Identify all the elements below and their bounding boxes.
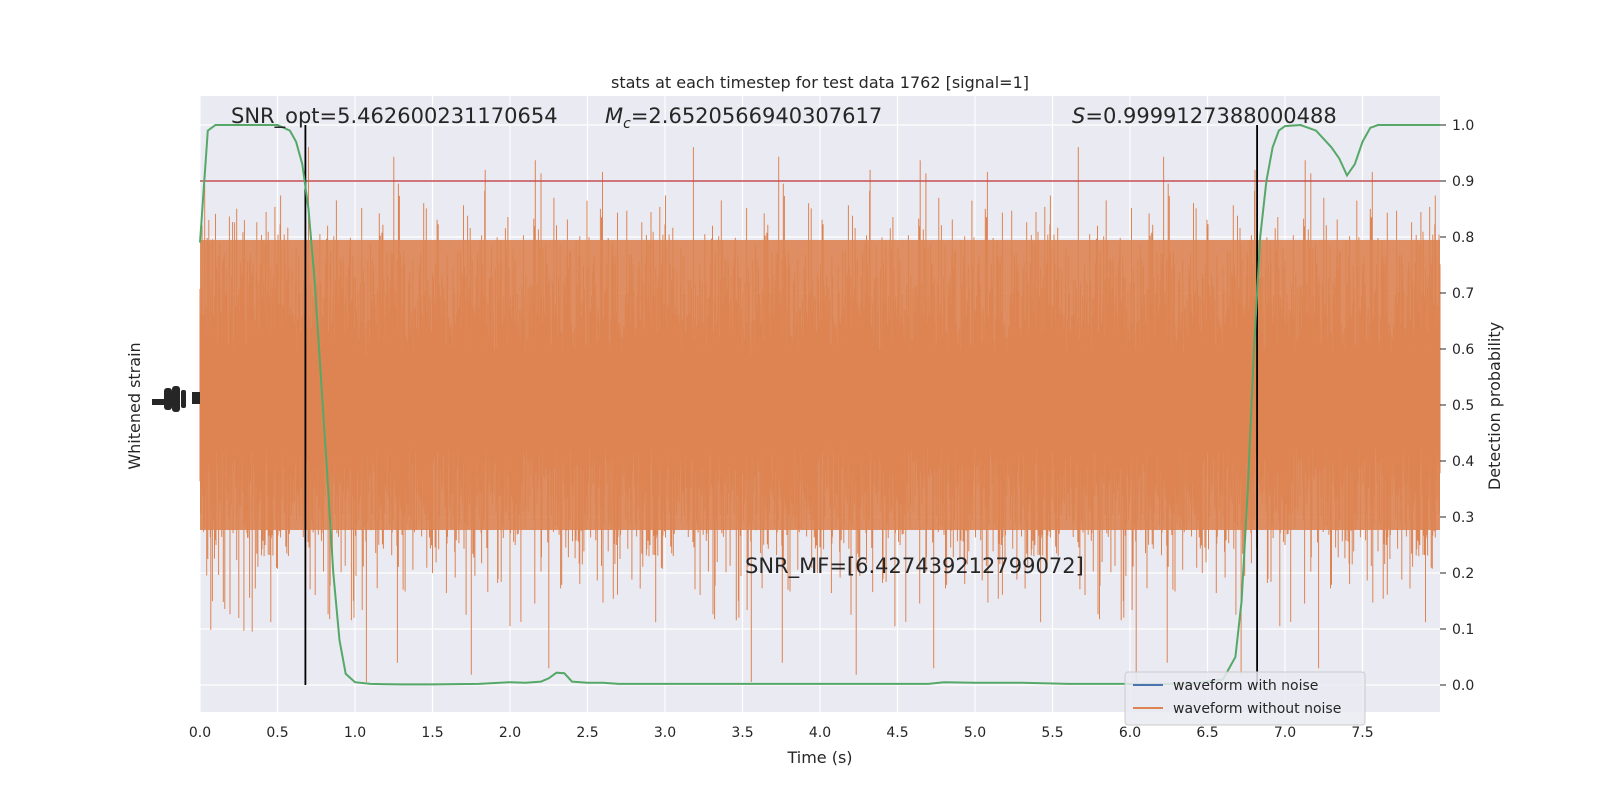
x-tick-label: 4.0 xyxy=(809,725,831,741)
detection-probability-line xyxy=(199,123,1440,686)
snr-opt-annotation: SNR_opt=5.462600231170654 xyxy=(231,104,558,129)
x-tick-label: 4.5 xyxy=(886,725,908,741)
x-tick-label: 2.5 xyxy=(576,725,598,741)
x-axis-label: Time (s) xyxy=(786,748,852,767)
legend-label-without-noise: waveform without noise xyxy=(1173,701,1341,717)
score-annotation: S=0.9999127388000488 xyxy=(1072,104,1337,128)
x-tick-label: 3.0 xyxy=(654,725,676,741)
right-tick-label: 0.0 xyxy=(1452,678,1474,694)
right-axis-label: Detection probability xyxy=(1485,322,1504,490)
right-tick-label: 1.0 xyxy=(1452,118,1474,134)
legend-box xyxy=(1124,671,1366,726)
right-tick-label: 0.6 xyxy=(1452,342,1474,358)
x-tick-label: 1.0 xyxy=(344,725,366,741)
chart-title: stats at each timestep for test data 176… xyxy=(611,73,1029,92)
left-axis-tick-cluster xyxy=(152,386,200,412)
left-axis-label: Whitened strain xyxy=(125,342,144,469)
right-tick-label: 0.9 xyxy=(1452,174,1474,190)
right-tick-label: 0.4 xyxy=(1452,454,1474,470)
x-tick-label: 3.5 xyxy=(731,725,753,741)
x-tick-label: 7.5 xyxy=(1351,725,1373,741)
right-tick-label: 0.7 xyxy=(1452,286,1474,302)
chirp-mass-annotation: Mc=2.6520566940307617 xyxy=(605,104,882,132)
x-tick-label: 5.0 xyxy=(964,725,986,741)
x-tick-label: 0.5 xyxy=(266,725,288,741)
legend-label-with-noise: waveform with noise xyxy=(1173,678,1318,694)
snr-mf-annotation: SNR_MF=[6.427439212799072] xyxy=(745,554,1084,579)
strain-series xyxy=(199,147,1441,682)
right-tick-label: 0.3 xyxy=(1452,510,1474,526)
x-tick-label: 0.0 xyxy=(189,725,211,741)
right-tick-label: 0.8 xyxy=(1452,230,1474,246)
x-axis-ticks: 0.0 0.5 1.0 1.5 2.0 2.5 3.0 3.5 4.0 4.5 5.0 5.5 6.0 6… xyxy=(189,725,1374,741)
x-tick-label: 6.0 xyxy=(1119,725,1141,741)
x-tick-label: 2.0 xyxy=(499,725,521,741)
strain-trace xyxy=(199,147,1441,682)
right-tick-label: 0.2 xyxy=(1452,566,1474,582)
right-axis-ticks: 0.0 0.1 0.2 0.3 0.4 0.5 0.6 0.7 0.8 0.9 1.0 xyxy=(1440,118,1474,694)
x-tick-label: 7.0 xyxy=(1274,725,1296,741)
x-tick-label: 1.5 xyxy=(421,725,443,741)
signal-boundary-lines xyxy=(304,125,1258,685)
x-tick-label: 6.5 xyxy=(1196,725,1218,741)
right-tick-label: 0.1 xyxy=(1452,622,1474,638)
right-tick-label: 0.5 xyxy=(1452,398,1474,414)
legend: waveform with noise waveform without noi… xyxy=(1124,671,1366,726)
x-tick-label: 5.5 xyxy=(1041,725,1063,741)
